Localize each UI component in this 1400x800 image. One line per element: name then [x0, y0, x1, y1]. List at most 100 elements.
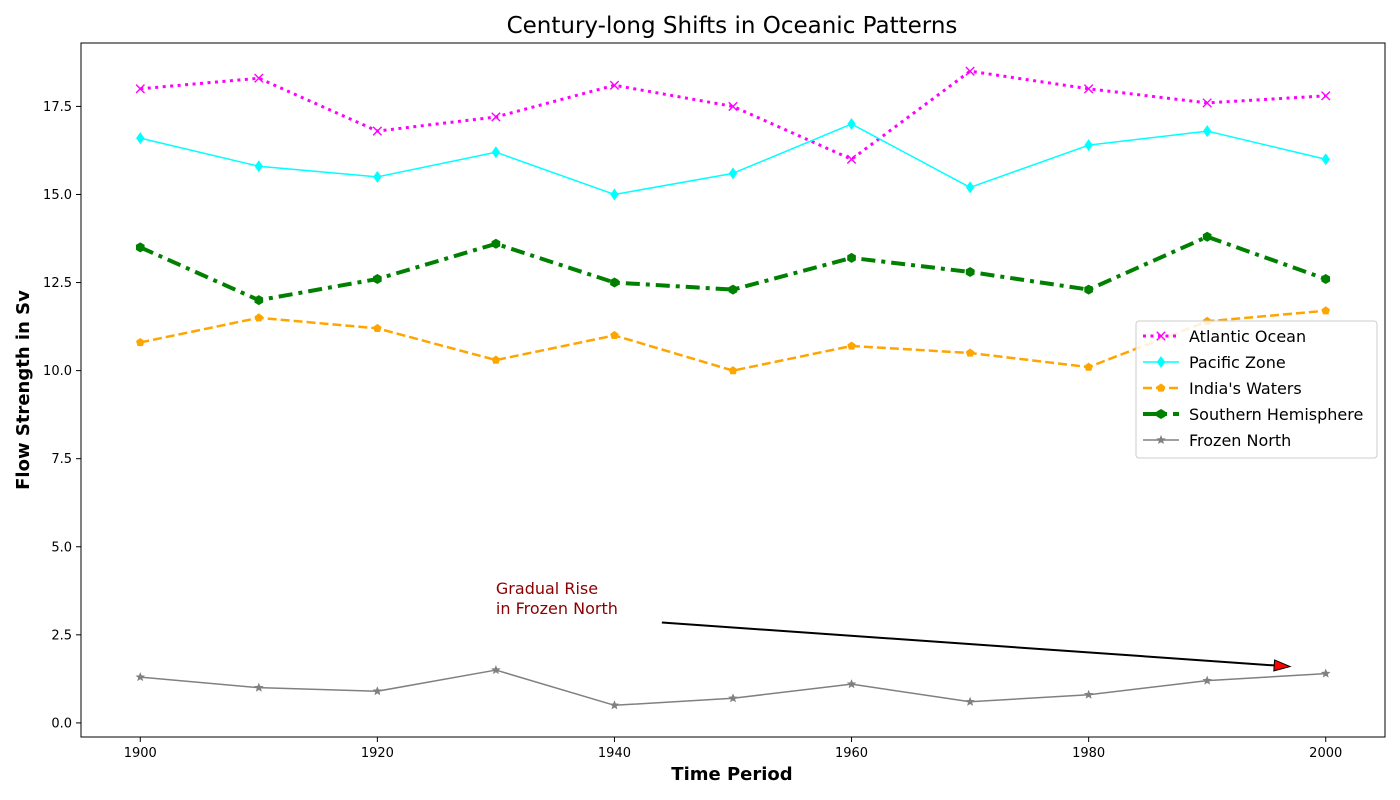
data-point — [135, 242, 145, 253]
legend-label: Atlantic Ocean — [1189, 327, 1306, 346]
data-point — [847, 118, 856, 131]
x-tick-label: 1920 — [361, 746, 394, 761]
y-tick-label: 0.0 — [51, 716, 72, 731]
data-point — [373, 323, 382, 332]
y-tick-label: 5.0 — [51, 540, 72, 555]
y-axis: 0.0 2.5 5.0 7.5 10.0 12.5 15.0 17.5 — [43, 100, 81, 731]
legend-marker — [1156, 331, 1166, 341]
plot-area — [135, 66, 1331, 710]
legend-label: Southern Hemisphere — [1189, 405, 1363, 424]
x-tick-label: 1940 — [598, 746, 631, 761]
data-point — [728, 693, 738, 703]
data-point — [846, 154, 857, 164]
data-point — [491, 112, 501, 122]
data-point — [372, 686, 383, 696]
legend-marker — [1156, 383, 1166, 392]
data-point — [1321, 306, 1331, 315]
data-point — [254, 295, 264, 306]
legend-item: Atlantic Ocean — [1143, 327, 1306, 346]
x-tick-label: 1980 — [1072, 746, 1105, 761]
data-point — [728, 167, 738, 180]
series-line — [139, 234, 1327, 303]
data-point — [1320, 668, 1331, 678]
data-point — [1321, 153, 1330, 166]
annotation-arrow-head — [1273, 659, 1292, 672]
legend-item: Pacific Zone — [1143, 353, 1286, 372]
x-axis: 1900 1920 1940 1960 1980 2000 — [124, 737, 1342, 761]
data-point — [610, 188, 619, 201]
data-point — [610, 277, 619, 288]
data-point — [728, 101, 738, 112]
data-point — [965, 266, 975, 277]
series-2 — [135, 306, 1331, 375]
data-point — [1202, 231, 1212, 242]
data-point — [610, 330, 619, 340]
series-line — [140, 309, 1326, 372]
data-point — [1321, 274, 1331, 285]
legend-box — [1135, 320, 1378, 459]
legend-item: Frozen North — [1143, 431, 1291, 450]
series-line — [140, 123, 1326, 196]
legend-label: Frozen North — [1189, 431, 1291, 450]
data-point — [491, 355, 501, 364]
data-point — [373, 170, 382, 183]
x-tick-label: 1900 — [124, 746, 157, 761]
data-point — [846, 679, 857, 689]
data-point — [965, 348, 975, 357]
data-point — [1083, 689, 1094, 699]
data-point — [1084, 139, 1093, 152]
data-point — [1202, 675, 1212, 685]
data-point — [1084, 284, 1093, 295]
data-point — [254, 160, 264, 173]
chart-title: Century-long Shifts in Oceanic Patterns — [507, 13, 958, 39]
data-point — [254, 313, 264, 322]
y-tick-label: 10.0 — [43, 364, 72, 379]
data-point — [1321, 91, 1331, 101]
data-point — [965, 66, 975, 76]
data-point — [491, 665, 501, 675]
data-point — [491, 238, 501, 249]
series-1 — [136, 118, 1330, 201]
data-point — [728, 284, 738, 295]
x-axis-title: Time Period — [671, 764, 792, 785]
annotation-line: Gradual Rise — [496, 579, 598, 598]
legend-label: Pacific Zone — [1189, 353, 1286, 372]
series-line — [140, 69, 1326, 161]
legend-item: India's Waters — [1143, 379, 1302, 398]
y-tick-label: 15.0 — [43, 188, 72, 203]
data-point — [135, 84, 145, 94]
legend-label: India's Waters — [1189, 379, 1302, 398]
data-point — [609, 80, 620, 90]
data-point — [254, 73, 264, 83]
data-point — [491, 146, 501, 159]
data-point — [847, 252, 856, 263]
data-point — [135, 672, 146, 682]
legend-marker — [1156, 435, 1166, 445]
data-point — [1083, 84, 1094, 94]
annotation-line: in Frozen North — [496, 599, 618, 618]
legend: Atlantic Ocean Pacific Zone India's Waters… — [1135, 320, 1378, 459]
plot-frame — [80, 42, 1386, 738]
annotation-arrow — [661, 621, 1275, 667]
data-point — [1202, 125, 1212, 138]
data-point — [965, 696, 975, 706]
y-tick-label: 7.5 — [51, 452, 72, 467]
data-point — [135, 337, 145, 347]
data-point — [728, 366, 738, 375]
legend-item: Southern Hemisphere — [1143, 405, 1363, 424]
legend-marker — [1156, 356, 1166, 368]
y-tick-label: 12.5 — [43, 276, 72, 291]
series-4 — [135, 665, 1331, 710]
data-point — [1084, 362, 1093, 371]
x-tick-label: 2000 — [1309, 746, 1342, 761]
annotation-text: Gradual Rise in Frozen North — [496, 579, 618, 618]
data-point — [373, 274, 382, 285]
data-point — [1202, 98, 1212, 108]
data-point — [609, 700, 620, 710]
x-tick-label: 1960 — [835, 746, 868, 761]
annotation: Gradual Rise in Frozen North — [496, 579, 1292, 672]
y-axis-title: Flow Strength in Sv — [13, 290, 34, 490]
data-point — [965, 181, 975, 194]
data-point — [254, 682, 264, 692]
